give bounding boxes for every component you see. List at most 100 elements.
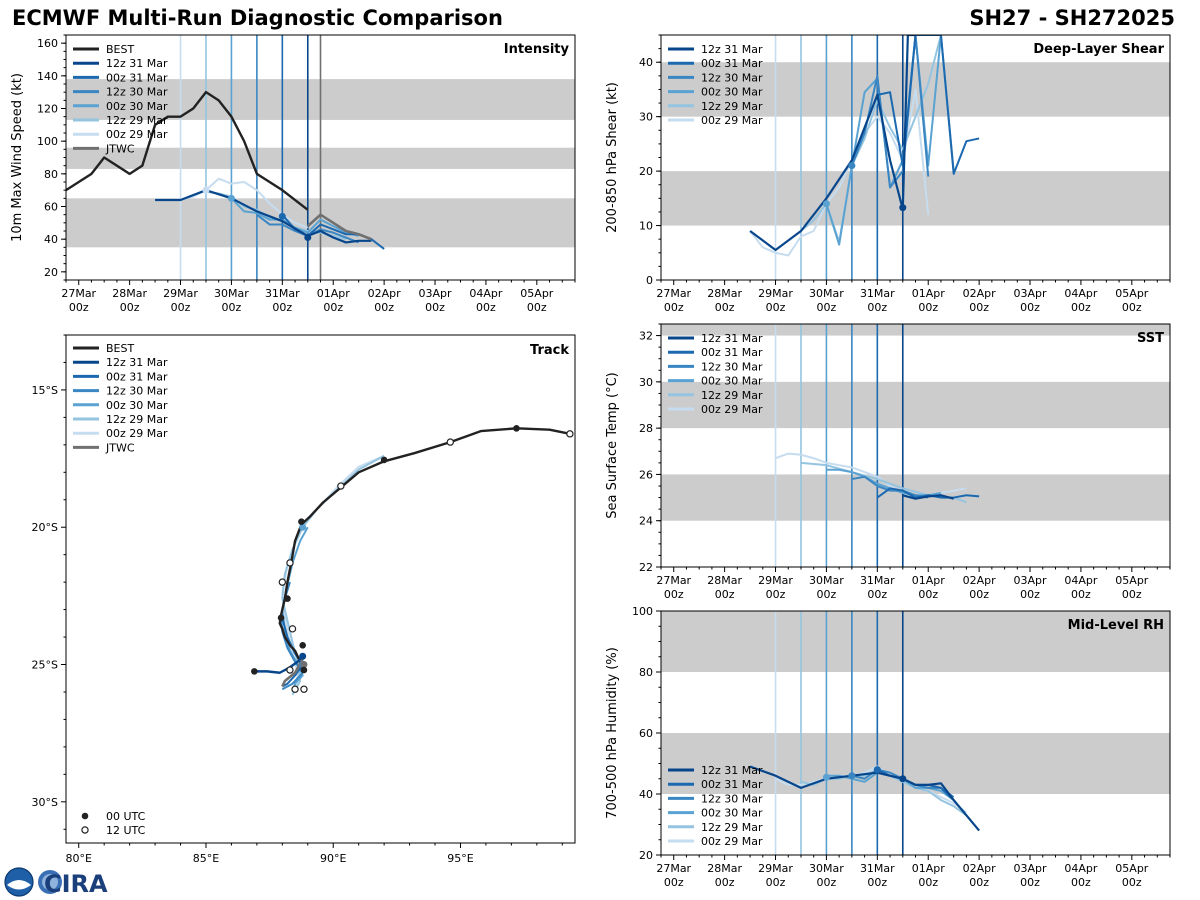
x-tick-label: 31Mar — [265, 287, 300, 300]
legend-label: 12z 30 Mar — [701, 360, 763, 373]
x-tick-label: 00z — [120, 301, 140, 314]
track-fix-12utc — [278, 578, 287, 586]
series-line-00z-30-mar — [826, 468, 942, 497]
x-tick-label: 31Mar — [860, 287, 895, 300]
cira-logo-icon: CIRA — [38, 870, 108, 898]
rh-chart: 27Mar00z28Mar00z29Mar00z30Mar00z31Mar00z… — [605, 605, 1171, 889]
y-tick-label: 0 — [646, 274, 653, 287]
legend-label: 12z 31 Mar — [701, 43, 763, 56]
x-tick-label: 00z — [817, 588, 837, 601]
x-tick-label: 00z — [715, 301, 735, 314]
x-tick-label: 30Mar — [214, 287, 249, 300]
y-tick-label: 20 — [639, 165, 653, 178]
series-line-00z-31-mar — [876, 487, 980, 499]
x-tick-label: 27Mar — [656, 574, 691, 587]
legend-label: 00z 29 Mar — [701, 114, 763, 127]
x-tick-label: 28Mar — [707, 862, 742, 875]
track-line-best — [278, 427, 571, 671]
x-tick-label: 04Apr — [1064, 862, 1098, 875]
x-tick-label: 00z — [1020, 301, 1040, 314]
y-tick-label: 30°S — [32, 796, 58, 809]
series-marker — [899, 204, 907, 212]
x-tick-label: 00z — [817, 876, 837, 889]
x-tick-label: 03Apr — [1014, 574, 1048, 587]
track-fix-00utc — [513, 425, 520, 432]
track-fix-12utc — [337, 482, 345, 490]
x-tick-label: 28Mar — [112, 287, 147, 300]
y-tick-label: 15°S — [32, 384, 58, 397]
legend-label: 00z 30 Mar — [106, 399, 168, 412]
track-fix-00utc — [380, 456, 388, 464]
x-tick-label: 80°E — [65, 852, 91, 865]
x-tick-label: 00z — [969, 588, 989, 601]
x-tick-label: 01Apr — [912, 574, 946, 587]
noaa-logo-icon — [4, 867, 34, 897]
x-tick-label: 00z — [425, 301, 445, 314]
legend-label: JTWC — [105, 142, 135, 155]
track-fix-12utc — [300, 685, 308, 693]
plot-area — [661, 324, 1170, 567]
page-title: ECMWF Multi-Run Diagnostic Comparison — [12, 6, 503, 30]
x-tick-label: 28Mar — [707, 287, 742, 300]
legend-label: 00z 29 Mar — [106, 128, 168, 141]
legend-label: 12z 30 Mar — [701, 792, 763, 805]
y-tick-label: 25°S — [32, 659, 58, 672]
x-tick-label: 04Apr — [1064, 287, 1098, 300]
y-axis-label: Sea Surface Temp (°C) — [605, 372, 620, 519]
track-fix-12utc — [286, 666, 294, 674]
y-tick-label: 100 — [632, 605, 653, 618]
plot-frame — [65, 334, 576, 844]
series-marker — [873, 766, 881, 774]
x-tick-label: 00z — [1122, 301, 1142, 314]
y-tick-label: 140 — [37, 70, 58, 83]
track-fix-00utc — [299, 641, 306, 649]
x-tick-label: 00z — [664, 876, 684, 889]
x-tick-label: 00z — [1071, 876, 1091, 889]
x-tick-label: 03Apr — [1014, 287, 1048, 300]
x-tick-label: 95°E — [447, 852, 473, 865]
legend-label: 12z 31 Mar — [701, 332, 763, 345]
x-tick-label: 00z — [374, 301, 394, 314]
x-tick-label: 03Apr — [1014, 862, 1048, 875]
track-fix-00utc — [251, 668, 258, 675]
x-tick-label: 00z — [476, 301, 496, 314]
x-tick-label: 04Apr — [469, 287, 503, 300]
y-tick-label: 22 — [639, 561, 653, 574]
legend-label: BEST — [106, 43, 134, 56]
series-line-00z-31-mar — [877, 35, 980, 175]
x-tick-label: 00z — [766, 301, 786, 314]
y-tick-label: 60 — [44, 201, 58, 214]
x-tick-label: 05Apr — [1115, 862, 1149, 875]
legend-label: 00z 30 Mar — [701, 807, 763, 820]
x-tick-label: 02Apr — [368, 287, 402, 300]
legend-label: 12 UTC — [106, 824, 146, 837]
x-tick-label: 85°E — [193, 852, 219, 865]
x-tick-label: 00z — [918, 876, 938, 889]
shear-chart: 27Mar00z28Mar00z29Mar00z30Mar00z31Mar00z… — [605, 34, 1171, 314]
x-tick-label: 01Apr — [912, 287, 946, 300]
legend-label: 00z 29 Mar — [701, 403, 763, 416]
panel-title: Mid-Level RH — [1068, 618, 1164, 633]
x-tick-label: 00z — [1122, 588, 1142, 601]
x-tick-label: 00z — [1020, 588, 1040, 601]
x-tick-label: 90°E — [320, 852, 346, 865]
track-fix-12utc — [446, 438, 454, 446]
x-tick-label: 02Apr — [963, 287, 997, 300]
track-fix-00utc — [284, 595, 291, 602]
x-tick-label: 04Apr — [1064, 574, 1098, 587]
intensity-chart: 27Mar00z28Mar00z29Mar00z30Mar00z31Mar00z… — [10, 34, 576, 314]
y-tick-label: 40 — [44, 233, 58, 246]
storm-id: SH27 - SH272025 — [969, 6, 1175, 30]
track-fix-12utc — [286, 559, 294, 567]
series-marker — [822, 200, 830, 208]
legend-label: 00z 31 Mar — [106, 370, 168, 383]
x-tick-label: 00z — [766, 588, 786, 601]
legend-marker-12utc — [81, 826, 89, 834]
y-axis-label: 200-850 hPa Shear (kt) — [605, 82, 620, 233]
y-tick-label: 160 — [37, 37, 58, 50]
x-tick-label: 00z — [222, 301, 242, 314]
x-tick-label: 30Mar — [809, 287, 844, 300]
x-tick-label: 00z — [715, 876, 735, 889]
x-tick-label: 05Apr — [1115, 287, 1149, 300]
legend-label: 12z 29 Mar — [106, 114, 168, 127]
